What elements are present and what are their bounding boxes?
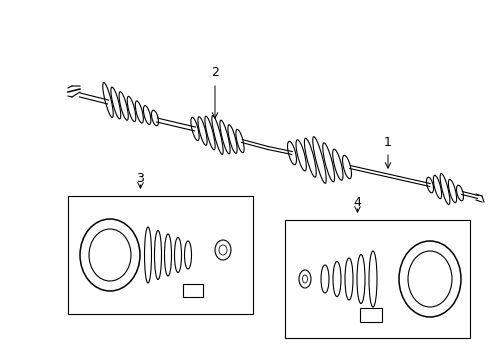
Text: 3: 3 <box>136 171 144 184</box>
Bar <box>183 284 203 297</box>
Bar <box>285 220 469 338</box>
Text: 2: 2 <box>211 67 219 80</box>
Bar <box>68 196 252 314</box>
Text: 1: 1 <box>383 135 391 148</box>
Text: 4: 4 <box>353 195 361 208</box>
Bar <box>359 308 381 322</box>
